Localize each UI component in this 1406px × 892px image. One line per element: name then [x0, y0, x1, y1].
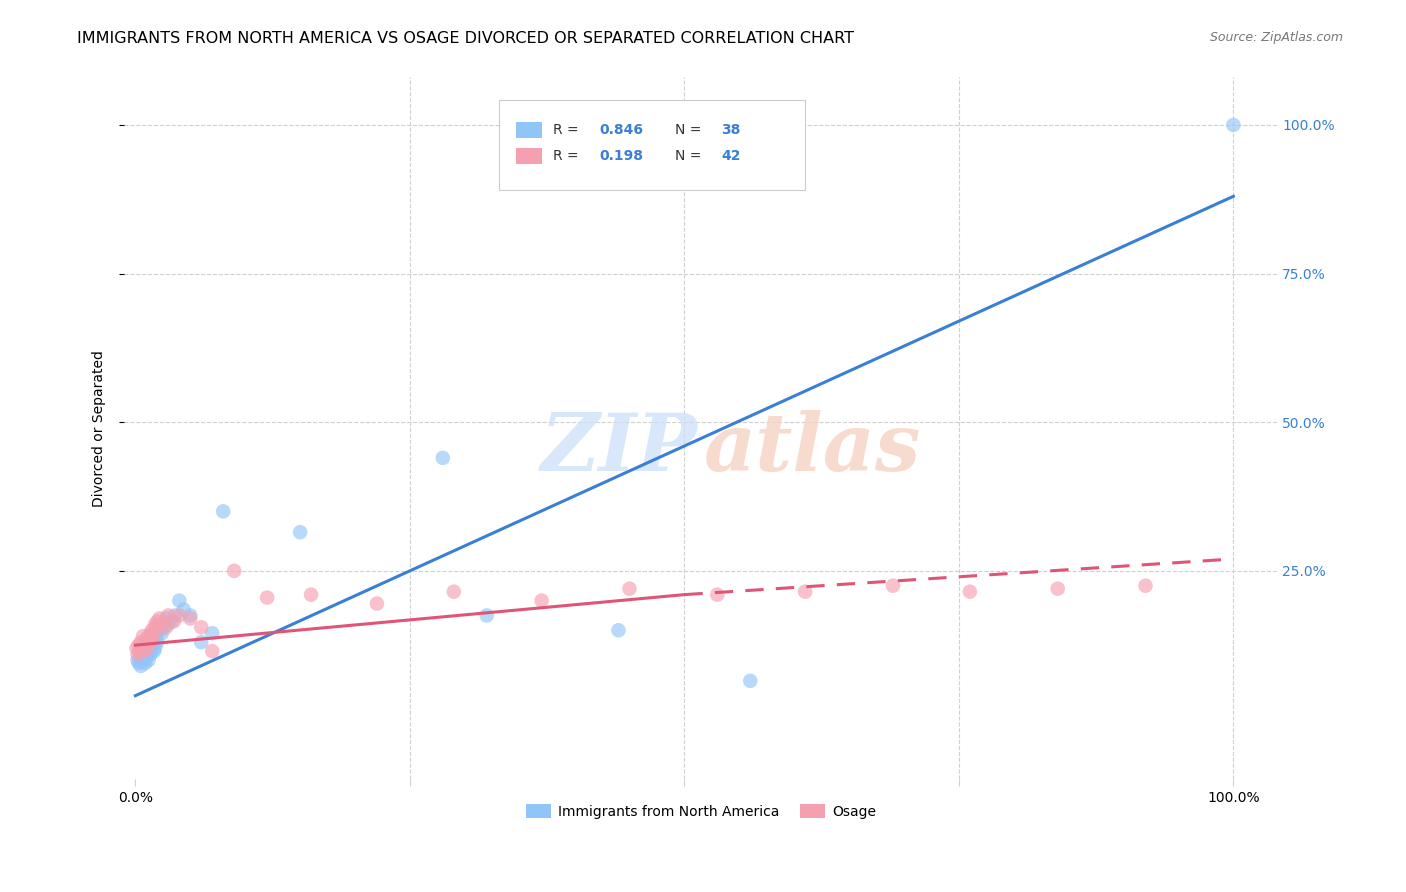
Point	[128, 656, 150, 670]
Point	[134, 638, 156, 652]
Point	[128, 644, 150, 658]
Point	[136, 641, 159, 656]
Point	[190, 635, 212, 649]
Point	[201, 626, 224, 640]
Text: 0.198: 0.198	[599, 149, 644, 163]
Point	[132, 629, 155, 643]
Point	[136, 641, 159, 656]
Point	[129, 659, 152, 673]
Point	[138, 653, 160, 667]
Point	[145, 620, 167, 634]
Point	[740, 673, 762, 688]
Text: R =: R =	[553, 149, 583, 163]
Text: R =: R =	[553, 123, 583, 137]
Point	[160, 615, 183, 629]
Point	[152, 617, 174, 632]
Point	[169, 608, 191, 623]
Point	[150, 626, 173, 640]
Text: atlas: atlas	[704, 410, 922, 488]
Point	[959, 584, 981, 599]
Point	[138, 629, 160, 643]
Text: 0.846: 0.846	[599, 123, 644, 137]
Point	[299, 588, 322, 602]
Point	[148, 611, 170, 625]
Point	[706, 588, 728, 602]
Point	[794, 584, 817, 599]
Point	[201, 644, 224, 658]
Point	[1135, 579, 1157, 593]
Point	[163, 608, 186, 623]
Point	[148, 624, 170, 638]
Point	[134, 644, 156, 658]
Point	[288, 525, 311, 540]
Point	[138, 635, 160, 649]
Point	[135, 632, 157, 647]
Point	[157, 608, 180, 623]
Text: 38: 38	[721, 123, 741, 137]
Point	[134, 656, 156, 670]
Point	[607, 624, 630, 638]
Point	[619, 582, 641, 596]
Point	[155, 620, 177, 634]
Point	[141, 624, 163, 638]
Text: IMMIGRANTS FROM NORTH AMERICA VS OSAGE DIVORCED OR SEPARATED CORRELATION CHART: IMMIGRANTS FROM NORTH AMERICA VS OSAGE D…	[77, 31, 855, 46]
Point	[143, 626, 166, 640]
Point	[475, 608, 498, 623]
Point	[134, 644, 156, 658]
Point	[131, 641, 153, 656]
Point	[146, 615, 169, 629]
Point	[256, 591, 278, 605]
Point	[131, 647, 153, 661]
Point	[179, 611, 201, 625]
Point	[155, 611, 177, 625]
Point	[443, 584, 465, 599]
Point	[190, 620, 212, 634]
Point	[139, 647, 162, 661]
Text: 42: 42	[721, 149, 741, 163]
Point	[530, 593, 553, 607]
Bar	[516, 122, 541, 137]
Point	[127, 647, 149, 661]
Point	[128, 638, 150, 652]
FancyBboxPatch shape	[499, 100, 804, 190]
Point	[135, 650, 157, 665]
Point	[1222, 118, 1244, 132]
Point	[143, 617, 166, 632]
Point	[125, 641, 148, 656]
Point	[139, 626, 162, 640]
Point	[143, 641, 166, 656]
Point	[1046, 582, 1069, 596]
Point	[224, 564, 246, 578]
Point	[882, 579, 904, 593]
Point	[163, 615, 186, 629]
Point	[212, 504, 235, 518]
Point	[142, 632, 165, 647]
Text: N =: N =	[675, 149, 706, 163]
Point	[127, 653, 149, 667]
Point	[366, 597, 388, 611]
Text: Source: ZipAtlas.com: Source: ZipAtlas.com	[1209, 31, 1343, 45]
Point	[146, 635, 169, 649]
Point	[138, 644, 160, 658]
Point	[153, 620, 176, 634]
Bar	[516, 148, 541, 164]
Point	[179, 608, 201, 623]
Point	[128, 650, 150, 665]
Point	[142, 635, 165, 649]
Text: ZIP: ZIP	[540, 410, 697, 488]
Point	[157, 617, 180, 632]
Text: N =: N =	[675, 123, 706, 137]
Point	[129, 635, 152, 649]
Legend: Immigrants from North America, Osage: Immigrants from North America, Osage	[520, 798, 882, 824]
Point	[143, 644, 166, 658]
Point	[141, 638, 163, 652]
Point	[132, 653, 155, 667]
Y-axis label: Divorced or Separated: Divorced or Separated	[93, 350, 107, 507]
Point	[145, 629, 167, 643]
Point	[173, 602, 195, 616]
Point	[169, 593, 191, 607]
Point	[432, 450, 454, 465]
